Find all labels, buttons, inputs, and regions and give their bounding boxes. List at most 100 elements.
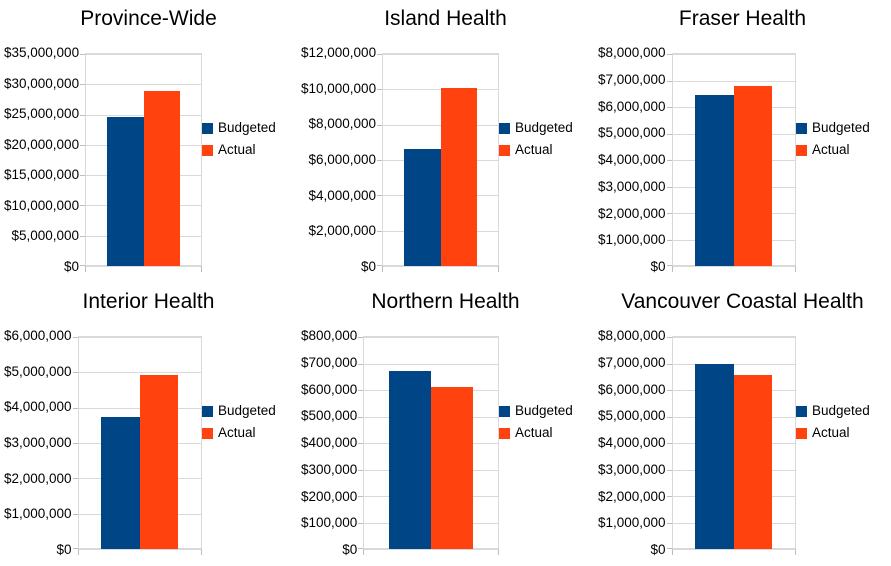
y-axis-tick-label: $3,000,000	[598, 461, 666, 477]
bars-group	[79, 337, 201, 549]
y-axis-tick-label: $5,000,000	[4, 363, 72, 379]
bar-actual	[139, 375, 179, 549]
y-axis-tick-label: $0	[56, 542, 72, 557]
x-axis-tick-right	[795, 549, 796, 555]
x-axis-tick-left	[85, 266, 87, 272]
legend: Budgeted Actual	[796, 121, 889, 157]
y-axis-tick-label: $0	[650, 259, 666, 274]
legend-item-actual: Actual	[796, 143, 889, 157]
legend-label: Budgeted	[515, 120, 573, 135]
plot-area	[666, 53, 796, 272]
x-axis-tick-left	[363, 549, 365, 555]
gridline	[377, 54, 498, 55]
chart-vancouver-coastal-health: Vancouver Coastal Health$8,000,000$8,000…	[594, 283, 891, 566]
y-axis-tick-label: $1,000,000	[598, 232, 666, 248]
legend-item-budgeted: Budgeted	[202, 404, 295, 418]
gridline	[80, 84, 201, 86]
gridline	[72, 372, 201, 374]
legend-item-budgeted: Budgeted	[796, 121, 889, 135]
chart-plot-region: $6,000,000$6,000,000$5,000,000$4,000,000…	[4, 329, 202, 557]
y-axis: $8,000,000$8,000,000$7,000,000$6,000,000…	[598, 46, 672, 274]
bars-group	[86, 54, 201, 266]
y-axis-tick-label: $5,000,000	[598, 408, 666, 424]
y-axis-tick-label: $35,000,000	[4, 45, 80, 60]
bars-group	[673, 337, 795, 549]
y-axis-tick-label: $30,000,000	[4, 75, 80, 91]
y-axis: $8,000,000$8,000,000$7,000,000$6,000,000…	[598, 329, 672, 557]
legend-marker-actual-icon	[499, 427, 510, 439]
y-axis-tick-label: $700,000	[301, 354, 358, 370]
y-axis-tick-label: $0	[361, 259, 377, 274]
y-axis-tick-label: $10,000,000	[4, 197, 80, 213]
legend-item-budgeted: Budgeted	[202, 121, 295, 135]
y-axis-tick-label: $6,000,000	[598, 98, 666, 114]
legend: Budgeted Actual	[202, 121, 295, 157]
y-axis-tick-label: $15,000,000	[4, 167, 80, 183]
legend-label: Actual	[218, 142, 256, 157]
x-axis-tick-left	[671, 266, 673, 272]
y-axis-tick-label: $10,000,000	[301, 80, 377, 96]
chart-interior-health: Interior Health$6,000,000$6,000,000$5,00…	[0, 283, 297, 566]
y-axis-tick-label: $0	[64, 259, 80, 274]
x-axis-tick-right	[201, 266, 202, 272]
chart-title: Island Health	[384, 7, 507, 30]
bar-actual	[733, 375, 773, 549]
legend-label: Budgeted	[812, 403, 870, 418]
legend-label: Actual	[515, 425, 553, 440]
x-axis-tick-right	[498, 266, 499, 272]
gridline	[80, 54, 201, 55]
chart-title: Province-Wide	[80, 7, 217, 30]
gridline	[666, 337, 795, 338]
gridline	[358, 337, 498, 338]
y-axis-tick-label: $7,000,000	[598, 354, 666, 370]
y-axis-tick-label: $1,000,000	[598, 515, 666, 531]
legend-marker-budgeted-icon	[796, 405, 807, 417]
bar-actual	[733, 86, 773, 266]
y-axis-tick-label: $3,000,000	[4, 435, 72, 450]
bars-group	[383, 54, 498, 266]
bar-actual	[431, 386, 474, 549]
legend-item-actual: Actual	[499, 426, 592, 440]
legend-marker-actual-icon	[499, 144, 510, 156]
x-axis-tick-right	[201, 549, 202, 555]
y-axis-tick-label: $4,000,000	[308, 187, 377, 203]
x-axis-tick-right	[498, 549, 499, 555]
x-axis-tick-left	[77, 549, 79, 555]
bar-budgeted	[404, 148, 441, 266]
legend-marker-actual-icon	[796, 427, 807, 439]
gridline	[666, 54, 795, 55]
bar-actual	[440, 87, 477, 266]
x-axis-tick-left	[671, 549, 673, 555]
y-axis-tick-label: $7,000,000	[598, 71, 666, 87]
chart-plot-region: $800,000$800,000$700,000$600,000$500,000…	[301, 329, 499, 557]
chart-province-wide: Province-Wide$35,000,000$35,000,000$30,0…	[0, 0, 297, 283]
legend-label: Actual	[515, 142, 553, 157]
legend-label: Actual	[812, 425, 850, 440]
y-axis-tick-label: $100,000	[301, 515, 358, 531]
bar-budgeted	[101, 417, 140, 549]
y-axis-tick-label: $4,000,000	[598, 435, 666, 450]
x-axis-tick-right	[795, 266, 796, 272]
y-axis-tick-label: $1,000,000	[4, 506, 72, 522]
y-axis-tick-label: $4,000,000	[598, 152, 666, 167]
gridline	[358, 363, 498, 365]
y-axis-tick-label: $3,000,000	[598, 178, 666, 194]
gridline	[666, 80, 795, 82]
y-axis-tick-label: $5,000,000	[11, 228, 80, 244]
legend-label: Budgeted	[812, 120, 870, 135]
legend-item-actual: Actual	[202, 426, 295, 440]
legend-marker-actual-icon	[202, 144, 213, 156]
bar-budgeted	[695, 363, 734, 549]
legend: Budgeted Actual	[499, 121, 592, 157]
plot-area	[72, 336, 202, 555]
chart-plot-region: $35,000,000$35,000,000$30,000,000$25,000…	[4, 46, 202, 274]
legend: Budgeted Actual	[796, 404, 889, 440]
legend-label: Actual	[812, 142, 850, 157]
y-axis-tick-label: $6,000,000	[4, 328, 72, 343]
y-axis-tick-label: $2,000,000	[4, 470, 72, 486]
legend-marker-budgeted-icon	[202, 405, 213, 417]
y-axis: $12,000,000$12,000,000$10,000,000$8,000,…	[301, 46, 382, 274]
bars-group	[364, 337, 498, 549]
plot-area	[358, 336, 499, 555]
legend-label: Actual	[218, 425, 256, 440]
